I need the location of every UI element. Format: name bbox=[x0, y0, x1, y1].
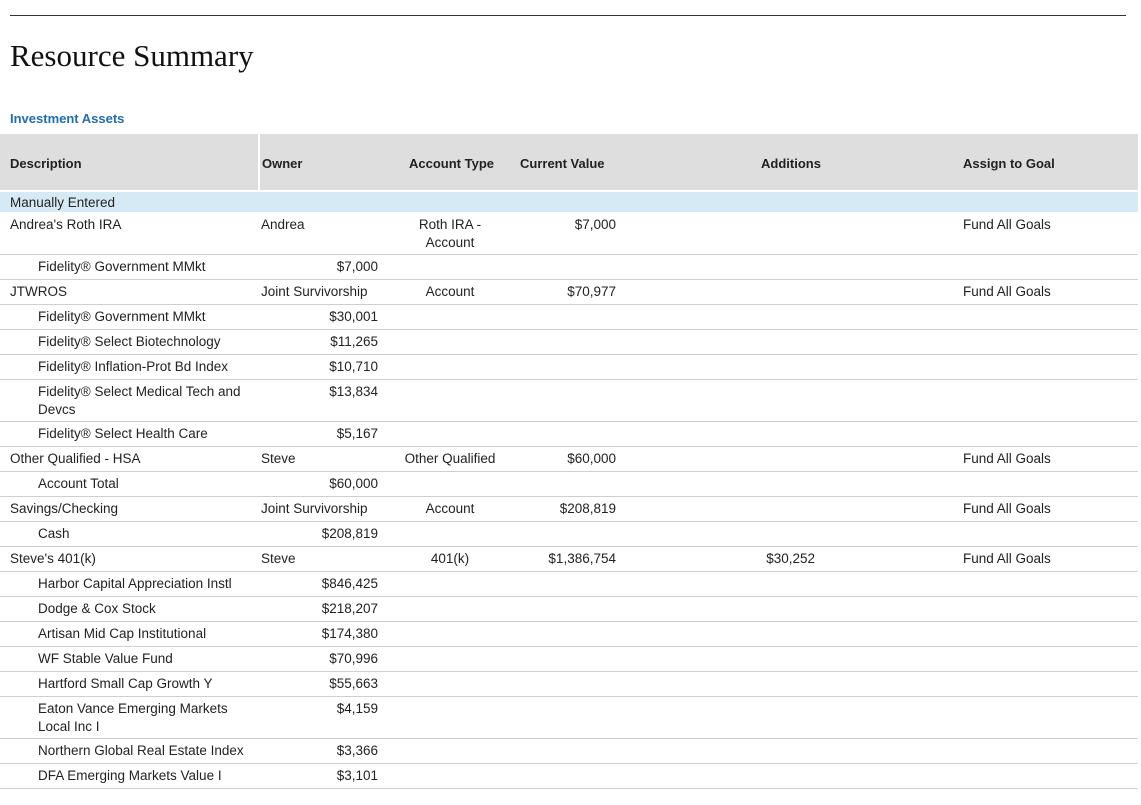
holding-row[interactable]: Northern Global Real Estate Index $3,366 bbox=[0, 739, 1138, 764]
holding-value: $10,710 bbox=[329, 359, 378, 374]
column-header-current-value[interactable]: Current Value bbox=[520, 156, 605, 171]
holding-value: $60,000 bbox=[329, 476, 378, 491]
holding-value: $70,996 bbox=[329, 651, 378, 666]
current-value-cell: $7,000 bbox=[574, 217, 616, 232]
account-type-cell: Roth IRA - Account bbox=[418, 217, 482, 250]
holding-value: $174,380 bbox=[321, 626, 378, 641]
holding-name: Fidelity® Select Biotechnology bbox=[38, 334, 221, 349]
holding-row[interactable]: WF Stable Value Fund $70,996 bbox=[0, 647, 1138, 672]
holding-name: Hartford Small Cap Growth Y bbox=[38, 676, 213, 691]
section-title: Investment Assets bbox=[10, 111, 125, 126]
account-name: Steve's 401(k) bbox=[10, 551, 96, 566]
holding-name: WF Stable Value Fund bbox=[38, 651, 173, 666]
assign-to-goal-cell: Fund All Goals bbox=[963, 217, 1051, 232]
account-type-cell: Account bbox=[425, 501, 475, 516]
holding-name: Fidelity® Government MMkt bbox=[38, 259, 206, 274]
holding-row[interactable]: Dodge & Cox Stock $218,207 bbox=[0, 597, 1138, 622]
column-header-account-type[interactable]: Account Type bbox=[409, 156, 494, 171]
account-name: Andrea's Roth IRA bbox=[10, 217, 122, 232]
holding-name: Fidelity® Inflation-Prot Bd Index bbox=[38, 359, 229, 374]
holding-name: Harbor Capital Appreciation Instl bbox=[38, 576, 232, 591]
owner-cell: Andrea bbox=[261, 217, 305, 232]
account-name: JTWROS bbox=[10, 284, 67, 299]
current-value-cell: $70,977 bbox=[567, 284, 616, 299]
owner-cell: Joint Survivorship bbox=[261, 501, 368, 516]
holding-name: Artisan Mid Cap Institutional bbox=[38, 626, 207, 641]
holding-value: $3,101 bbox=[336, 768, 378, 783]
holding-value: $4,159 bbox=[336, 701, 378, 716]
column-header-assign-to-goal[interactable]: Assign to Goal bbox=[963, 156, 1055, 171]
owner-cell: Joint Survivorship bbox=[261, 284, 368, 299]
table-body: Andrea's Roth IRA Andrea Roth IRA - Accoun… bbox=[0, 213, 1138, 789]
current-value-cell: $208,819 bbox=[559, 501, 616, 516]
holding-name: Northern Global Real Estate Index bbox=[38, 743, 244, 758]
holding-row[interactable]: Artisan Mid Cap Institutional $174,380 bbox=[0, 622, 1138, 647]
current-value-cell: $1,386,754 bbox=[548, 551, 616, 566]
assign-to-goal-cell: Fund All Goals bbox=[963, 284, 1051, 299]
holding-value: $7,000 bbox=[336, 259, 378, 274]
holding-value: $218,207 bbox=[321, 601, 378, 616]
holding-name: Account Total bbox=[38, 476, 119, 491]
account-name: Other Qualified - HSA bbox=[10, 451, 141, 466]
holding-value: $846,425 bbox=[321, 576, 378, 591]
current-value-cell: $60,000 bbox=[567, 451, 616, 466]
account-row[interactable]: JTWROS Joint Survivorship Account $70,977 Fu… bbox=[0, 280, 1138, 305]
assign-to-goal-cell: Fund All Goals bbox=[963, 551, 1051, 566]
holding-value: $30,001 bbox=[329, 309, 378, 324]
holding-row[interactable]: Account Total $60,000 bbox=[0, 472, 1138, 497]
holding-row[interactable]: Fidelity® Government MMkt $30,001 bbox=[0, 305, 1138, 330]
account-row[interactable]: Steve's 401(k) Steve 401(k) $1,386,754 $30,2… bbox=[0, 547, 1138, 572]
holding-value: $11,265 bbox=[330, 334, 378, 349]
holding-name: DFA Emerging Markets Value I bbox=[38, 768, 222, 783]
holding-name: Dodge & Cox Stock bbox=[38, 601, 156, 616]
holding-value: $55,663 bbox=[329, 676, 378, 691]
holding-value: $5,167 bbox=[336, 426, 378, 441]
account-row[interactable]: Andrea's Roth IRA Andrea Roth IRA - Accoun… bbox=[0, 213, 1138, 255]
column-header-owner[interactable]: Owner bbox=[262, 156, 303, 171]
holding-row[interactable]: Harbor Capital Appreciation Instl $846,42… bbox=[0, 572, 1138, 597]
holding-row[interactable]: Cash $208,819 bbox=[0, 522, 1138, 547]
holding-row[interactable]: Hartford Small Cap Growth Y $55,663 bbox=[0, 672, 1138, 697]
account-type-cell: Other Qualified bbox=[404, 451, 496, 466]
additions-cell: $30,252 bbox=[766, 551, 815, 566]
assign-to-goal-cell: Fund All Goals bbox=[963, 451, 1051, 466]
page-title: Resource Summary bbox=[10, 38, 254, 73]
holding-row[interactable]: Fidelity® Inflation-Prot Bd Index $10,710 bbox=[0, 355, 1138, 380]
account-type-cell: 401(k) bbox=[430, 551, 470, 566]
holding-name: Fidelity® Government MMkt bbox=[38, 309, 206, 324]
holding-row[interactable]: Fidelity® Government MMkt $7,000 bbox=[0, 255, 1138, 280]
group-row: Manually Entered bbox=[0, 192, 1138, 212]
holding-row[interactable]: Fidelity® Select Medical Tech and Devcs $… bbox=[0, 380, 1138, 422]
owner-cell: Steve bbox=[261, 451, 296, 466]
holding-name: Cash bbox=[38, 526, 70, 541]
table-header: Description Owner Account Type Current V… bbox=[0, 134, 1138, 190]
group-label: Manually Entered bbox=[10, 195, 116, 210]
holding-row[interactable]: Fidelity® Select Biotechnology $11,265 bbox=[0, 330, 1138, 355]
column-header-additions[interactable]: Additions bbox=[761, 156, 821, 171]
assign-to-goal-cell: Fund All Goals bbox=[963, 501, 1051, 516]
account-row[interactable]: Other Qualified - HSA Steve Other Qualifie… bbox=[0, 447, 1138, 472]
holding-name: Eaton Vance Emerging Markets Local Inc I bbox=[38, 701, 228, 734]
owner-cell: Steve bbox=[261, 551, 296, 566]
holding-row[interactable]: Eaton Vance Emerging Markets Local Inc I… bbox=[0, 697, 1138, 739]
holding-value: $208,819 bbox=[321, 526, 378, 541]
holding-row[interactable]: Fidelity® Select Health Care $5,167 bbox=[0, 422, 1138, 447]
holding-value: $13,834 bbox=[329, 384, 378, 399]
column-divider bbox=[258, 134, 260, 190]
holding-name: Fidelity® Select Medical Tech and Devcs bbox=[38, 384, 241, 417]
holding-row[interactable]: DFA Emerging Markets Value I $3,101 bbox=[0, 764, 1138, 789]
account-row[interactable]: Savings/Checking Joint Survivorship Accoun… bbox=[0, 497, 1138, 522]
top-rule bbox=[10, 15, 1126, 16]
column-header-description[interactable]: Description bbox=[10, 156, 82, 171]
holding-value: $3,366 bbox=[336, 743, 378, 758]
account-name: Savings/Checking bbox=[10, 501, 119, 516]
holding-name: Fidelity® Select Health Care bbox=[38, 426, 208, 441]
account-type-cell: Account bbox=[425, 284, 475, 299]
